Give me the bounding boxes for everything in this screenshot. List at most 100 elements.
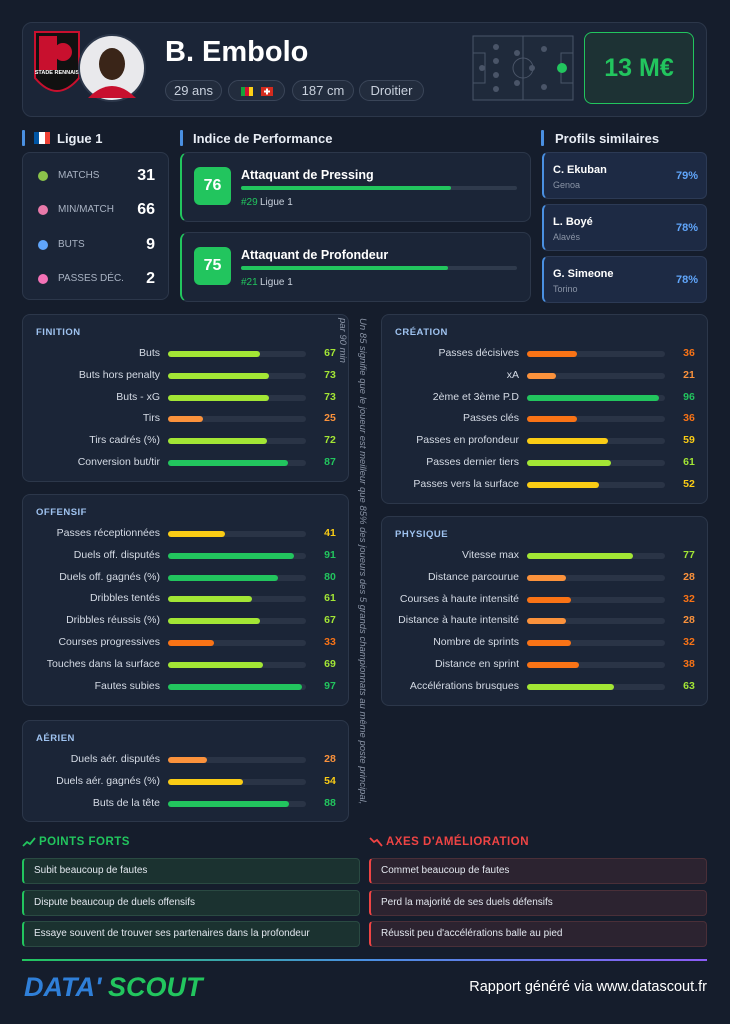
strengths-title: POINTS FORTS bbox=[39, 836, 130, 848]
position-pitch bbox=[472, 35, 574, 101]
section-heading: Ligue 1 bbox=[57, 131, 103, 146]
heading-bar bbox=[541, 130, 544, 146]
stat-label: Touches dans la surface bbox=[46, 657, 160, 670]
stat-label: xA bbox=[506, 368, 519, 381]
bar bbox=[168, 552, 294, 559]
stats-title: OFFENSIF bbox=[36, 507, 87, 518]
heading-bar bbox=[22, 130, 25, 146]
stat-value: 66 bbox=[137, 201, 155, 219]
performance-league: Ligue 1 bbox=[260, 277, 293, 288]
bar bbox=[527, 460, 612, 466]
brand-right: SCOUT bbox=[108, 972, 203, 1002]
performance-score: 76 bbox=[194, 167, 231, 205]
similar-name: C. Ekuban bbox=[553, 164, 607, 176]
stat-value: 25 bbox=[324, 412, 336, 425]
stat-label: Tirs bbox=[142, 412, 160, 425]
stat-label: MIN/MATCH bbox=[58, 204, 114, 216]
player-photo bbox=[78, 34, 146, 102]
performance-rank: #21 bbox=[241, 277, 258, 288]
bar bbox=[168, 416, 203, 423]
info-tag: 29 ans bbox=[165, 80, 222, 101]
stat-value: 88 bbox=[324, 796, 336, 809]
stat-label: Accélérations brusques bbox=[409, 679, 519, 692]
stat-value: 21 bbox=[683, 368, 695, 381]
bar bbox=[527, 394, 660, 401]
strengths-item: Essaye souvent de trouver ses partenaire… bbox=[22, 921, 360, 947]
stat-value: 31 bbox=[137, 167, 155, 184]
flags bbox=[241, 87, 273, 96]
stat-label: Duels off. disputés bbox=[73, 548, 160, 561]
stat-value: 61 bbox=[683, 456, 695, 468]
similar-card bbox=[542, 204, 707, 251]
similar-pct: 79% bbox=[675, 170, 698, 182]
brand-left: DATA' bbox=[24, 972, 102, 1002]
bar bbox=[527, 416, 577, 423]
bar bbox=[168, 574, 279, 581]
stat-value: 2 bbox=[146, 269, 155, 287]
bar-track bbox=[168, 416, 306, 423]
heading-bar bbox=[180, 130, 183, 146]
section-heading: Indice de Performance bbox=[193, 131, 333, 146]
performance-name: Attaquant de Profondeur bbox=[241, 248, 389, 262]
stat-label: 2ème et 3ème P.D bbox=[432, 390, 519, 403]
bar bbox=[527, 596, 572, 603]
bar-track bbox=[168, 531, 306, 537]
stat-value: 61 bbox=[324, 592, 336, 605]
bar bbox=[168, 800, 290, 807]
bar-track bbox=[527, 640, 665, 647]
stat-label: Passes réceptionnées bbox=[56, 527, 160, 539]
section-heading: Profils similaires bbox=[555, 131, 660, 146]
bar bbox=[527, 683, 614, 690]
stat-label: Dribbles tentés bbox=[89, 592, 160, 605]
stat-label: BUTS bbox=[58, 238, 85, 250]
stat-value: 33 bbox=[324, 636, 336, 648]
strength-icon bbox=[22, 837, 36, 847]
stat-value: 67 bbox=[324, 614, 336, 627]
bar bbox=[168, 372, 269, 379]
stat-label: Courses progressives bbox=[58, 636, 160, 648]
stat-value: 32 bbox=[683, 592, 695, 605]
bar-track bbox=[527, 662, 665, 668]
stat-value: 97 bbox=[324, 679, 336, 692]
stats-title: AÉRIEN bbox=[36, 733, 75, 744]
stat-label: Fautes subies bbox=[94, 679, 160, 692]
stat-icon bbox=[38, 205, 48, 216]
strengths-item: Subit beaucoup de fautes bbox=[22, 858, 360, 884]
stat-value: 32 bbox=[683, 636, 695, 649]
stat-label: Duels aér. disputés bbox=[70, 753, 160, 765]
stat-value: 80 bbox=[324, 570, 336, 583]
stat-label: Passes en profondeur bbox=[416, 434, 519, 447]
stat-value: 28 bbox=[683, 570, 695, 583]
improvements-item: Réussit peu d'accélérations balle au pie… bbox=[369, 921, 707, 947]
bar bbox=[168, 394, 269, 401]
stat-value: 63 bbox=[683, 679, 695, 692]
bar bbox=[168, 596, 253, 603]
performance-name: Attaquant de Pressing bbox=[241, 168, 374, 182]
stat-value: 36 bbox=[683, 412, 695, 425]
stat-value: 96 bbox=[683, 390, 695, 403]
stat-icon bbox=[38, 239, 48, 250]
stat-label: Buts bbox=[138, 347, 160, 359]
nationality-pill bbox=[228, 80, 285, 101]
bar bbox=[527, 438, 609, 445]
similar-pct: 78% bbox=[675, 222, 698, 234]
percentile-note: Un 85 signifie que le joueur est meilleu… bbox=[337, 318, 368, 805]
stat-value: 52 bbox=[683, 477, 695, 490]
stat-label: Buts hors penalty bbox=[78, 368, 160, 381]
stat-value: 73 bbox=[324, 390, 336, 403]
stat-label: Dribbles réussis (%) bbox=[66, 614, 160, 627]
stats-card bbox=[381, 314, 708, 504]
improvements-item: Commet beaucoup de fautes bbox=[369, 858, 707, 884]
club-logo-text: STADE RENNAIS bbox=[34, 70, 80, 76]
stat-value: 69 bbox=[324, 657, 336, 670]
bar bbox=[168, 757, 207, 763]
stat-label: Buts de la tête bbox=[92, 796, 160, 809]
similar-club: Alavés bbox=[553, 232, 581, 242]
similar-name: L. Boyé bbox=[553, 216, 593, 228]
market-value: 13 M€ bbox=[584, 32, 694, 104]
bar bbox=[168, 531, 225, 537]
stat-label: Distance parcourue bbox=[427, 570, 519, 583]
stat-value: 73 bbox=[324, 368, 336, 381]
stat-label: MATCHS bbox=[58, 170, 100, 181]
